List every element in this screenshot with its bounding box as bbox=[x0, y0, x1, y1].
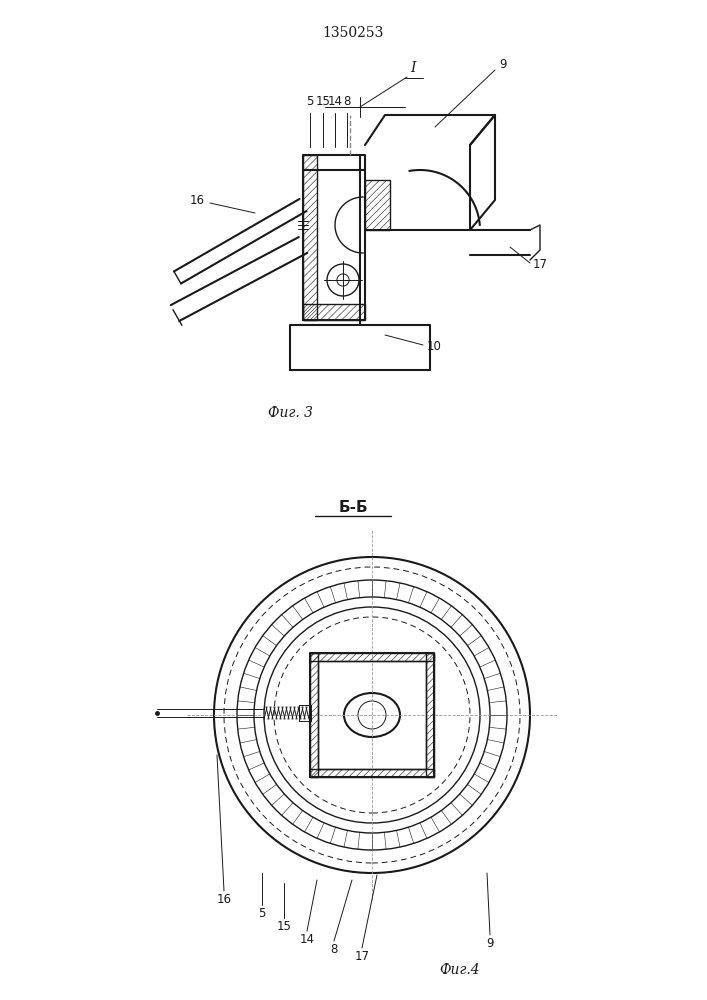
Text: 16: 16 bbox=[189, 194, 204, 207]
Text: 5: 5 bbox=[258, 907, 266, 920]
Text: I: I bbox=[410, 61, 416, 75]
Text: 5: 5 bbox=[306, 95, 314, 108]
Text: Б-Б: Б-Б bbox=[338, 500, 368, 516]
Text: 9: 9 bbox=[499, 58, 507, 72]
Text: 10: 10 bbox=[427, 340, 442, 354]
Text: 14: 14 bbox=[327, 95, 342, 108]
Text: 17: 17 bbox=[533, 258, 548, 271]
Text: Фиг.4: Фиг.4 bbox=[440, 963, 480, 977]
Text: 8: 8 bbox=[344, 95, 351, 108]
Text: 1350253: 1350253 bbox=[322, 26, 384, 40]
Text: 17: 17 bbox=[354, 950, 370, 963]
Text: 15: 15 bbox=[276, 920, 291, 933]
Text: 15: 15 bbox=[315, 95, 330, 108]
Text: 16: 16 bbox=[216, 893, 231, 906]
Text: 8: 8 bbox=[330, 943, 338, 956]
Text: 9: 9 bbox=[486, 937, 493, 950]
Text: 14: 14 bbox=[300, 933, 315, 946]
Text: Фиг. 3: Фиг. 3 bbox=[267, 406, 312, 420]
